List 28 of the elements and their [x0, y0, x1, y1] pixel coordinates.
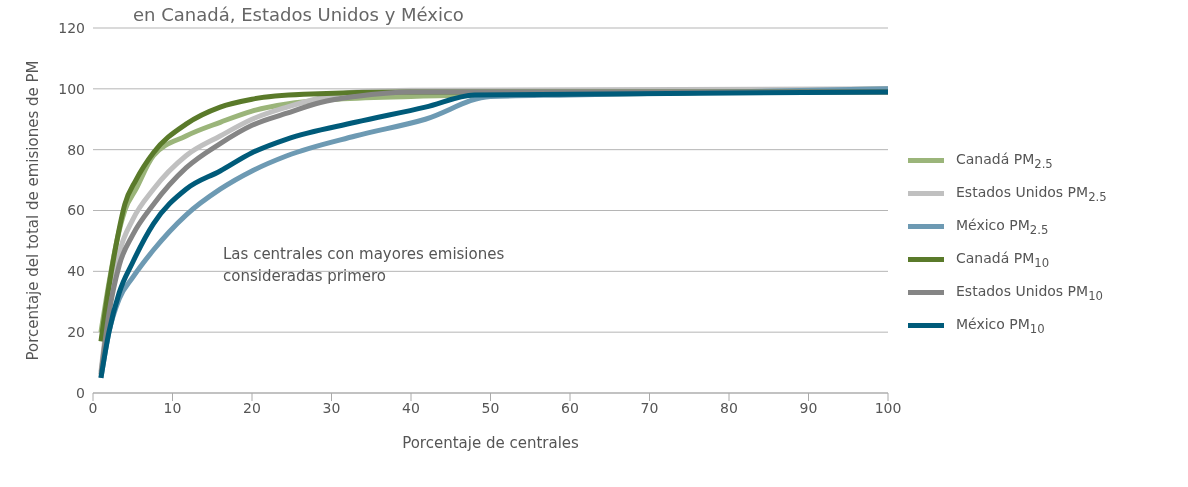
- x-tick-label: 100: [874, 399, 902, 416]
- x-tick-label: 70: [640, 399, 659, 416]
- y-tick-label: 0: [76, 384, 85, 401]
- y-tick-label: 40: [67, 263, 85, 280]
- x-tick-label: 50: [481, 399, 500, 416]
- y-tick-label: 20: [67, 324, 85, 341]
- y-axis-title: Porcentaje del total de emisiones de PM: [24, 60, 43, 361]
- x-axis-title: Porcentaje de centrales: [402, 434, 580, 452]
- legend-label: Estados Unidos PM$_{2.5}$: [956, 183, 1107, 204]
- y-tick-label: 100: [58, 80, 85, 97]
- x-tick-label: 60: [561, 399, 579, 416]
- legend-label: Canadá PM$_{2.5}$: [956, 150, 1053, 171]
- y-tick-label: 120: [58, 19, 85, 36]
- y-tick-label: 60: [67, 202, 85, 219]
- x-tick-label: 30: [322, 399, 341, 416]
- annotation: Las centrales con mayores emisiones consideradas primero: [223, 244, 506, 287]
- x-tick-label: 10: [163, 399, 182, 416]
- x-tick-label: 40: [402, 399, 420, 416]
- legend-label: México PM$_{2.5}$: [956, 216, 1049, 237]
- legend-label: Estados Unidos PM$_{10}$: [956, 282, 1103, 303]
- x-tick-label: 90: [799, 399, 818, 416]
- legend-label: México PM$_{10}$: [956, 315, 1045, 336]
- x-tick-label: 20: [243, 399, 261, 416]
- x-tick-label: 0: [88, 399, 98, 416]
- x-tick-label: 80: [720, 399, 738, 416]
- y-tick-label: 80: [67, 141, 85, 158]
- chart-title: en Canadá, Estados Unidos y México: [133, 4, 464, 25]
- legend-label: Canadá PM$_{10}$: [956, 249, 1050, 270]
